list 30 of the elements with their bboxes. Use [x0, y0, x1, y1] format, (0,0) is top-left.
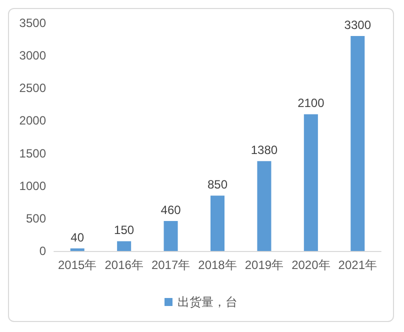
y-tick-label: 0	[39, 244, 46, 258]
bar	[210, 196, 225, 251]
bar	[304, 114, 318, 251]
data-label: 150	[114, 223, 134, 238]
legend-label: 出货量，台	[178, 295, 238, 309]
bar	[70, 248, 84, 251]
x-tick-label: 2020年	[292, 258, 330, 272]
data-label: 40	[70, 230, 84, 244]
x-tick-label: 2016年	[104, 258, 144, 272]
data-label: 460	[160, 203, 182, 218]
x-tick-label: 2018年	[198, 258, 237, 272]
x-tick-label: 2021年	[338, 258, 377, 272]
data-label: 1380	[250, 143, 278, 158]
data-label: 850	[207, 178, 228, 192]
x-tick-label: 2017年	[151, 258, 190, 272]
x-tick-label: 2019年	[244, 258, 284, 272]
bar	[117, 241, 132, 251]
y-tick-label: 2500	[19, 81, 46, 96]
y-tick-label: 500	[26, 211, 46, 226]
y-tick-label: 1000	[19, 178, 46, 193]
data-label: 3300	[344, 18, 372, 32]
y-tick-label: 3000	[19, 48, 46, 63]
bar	[257, 161, 272, 251]
bar	[164, 221, 178, 251]
data-label: 2100	[298, 96, 325, 110]
y-tick-label: 3500	[19, 16, 46, 30]
y-tick-label: 2000	[19, 114, 46, 128]
bar	[350, 36, 365, 251]
x-tick-label: 2015年	[58, 258, 97, 272]
y-tick-label: 1500	[19, 146, 46, 160]
